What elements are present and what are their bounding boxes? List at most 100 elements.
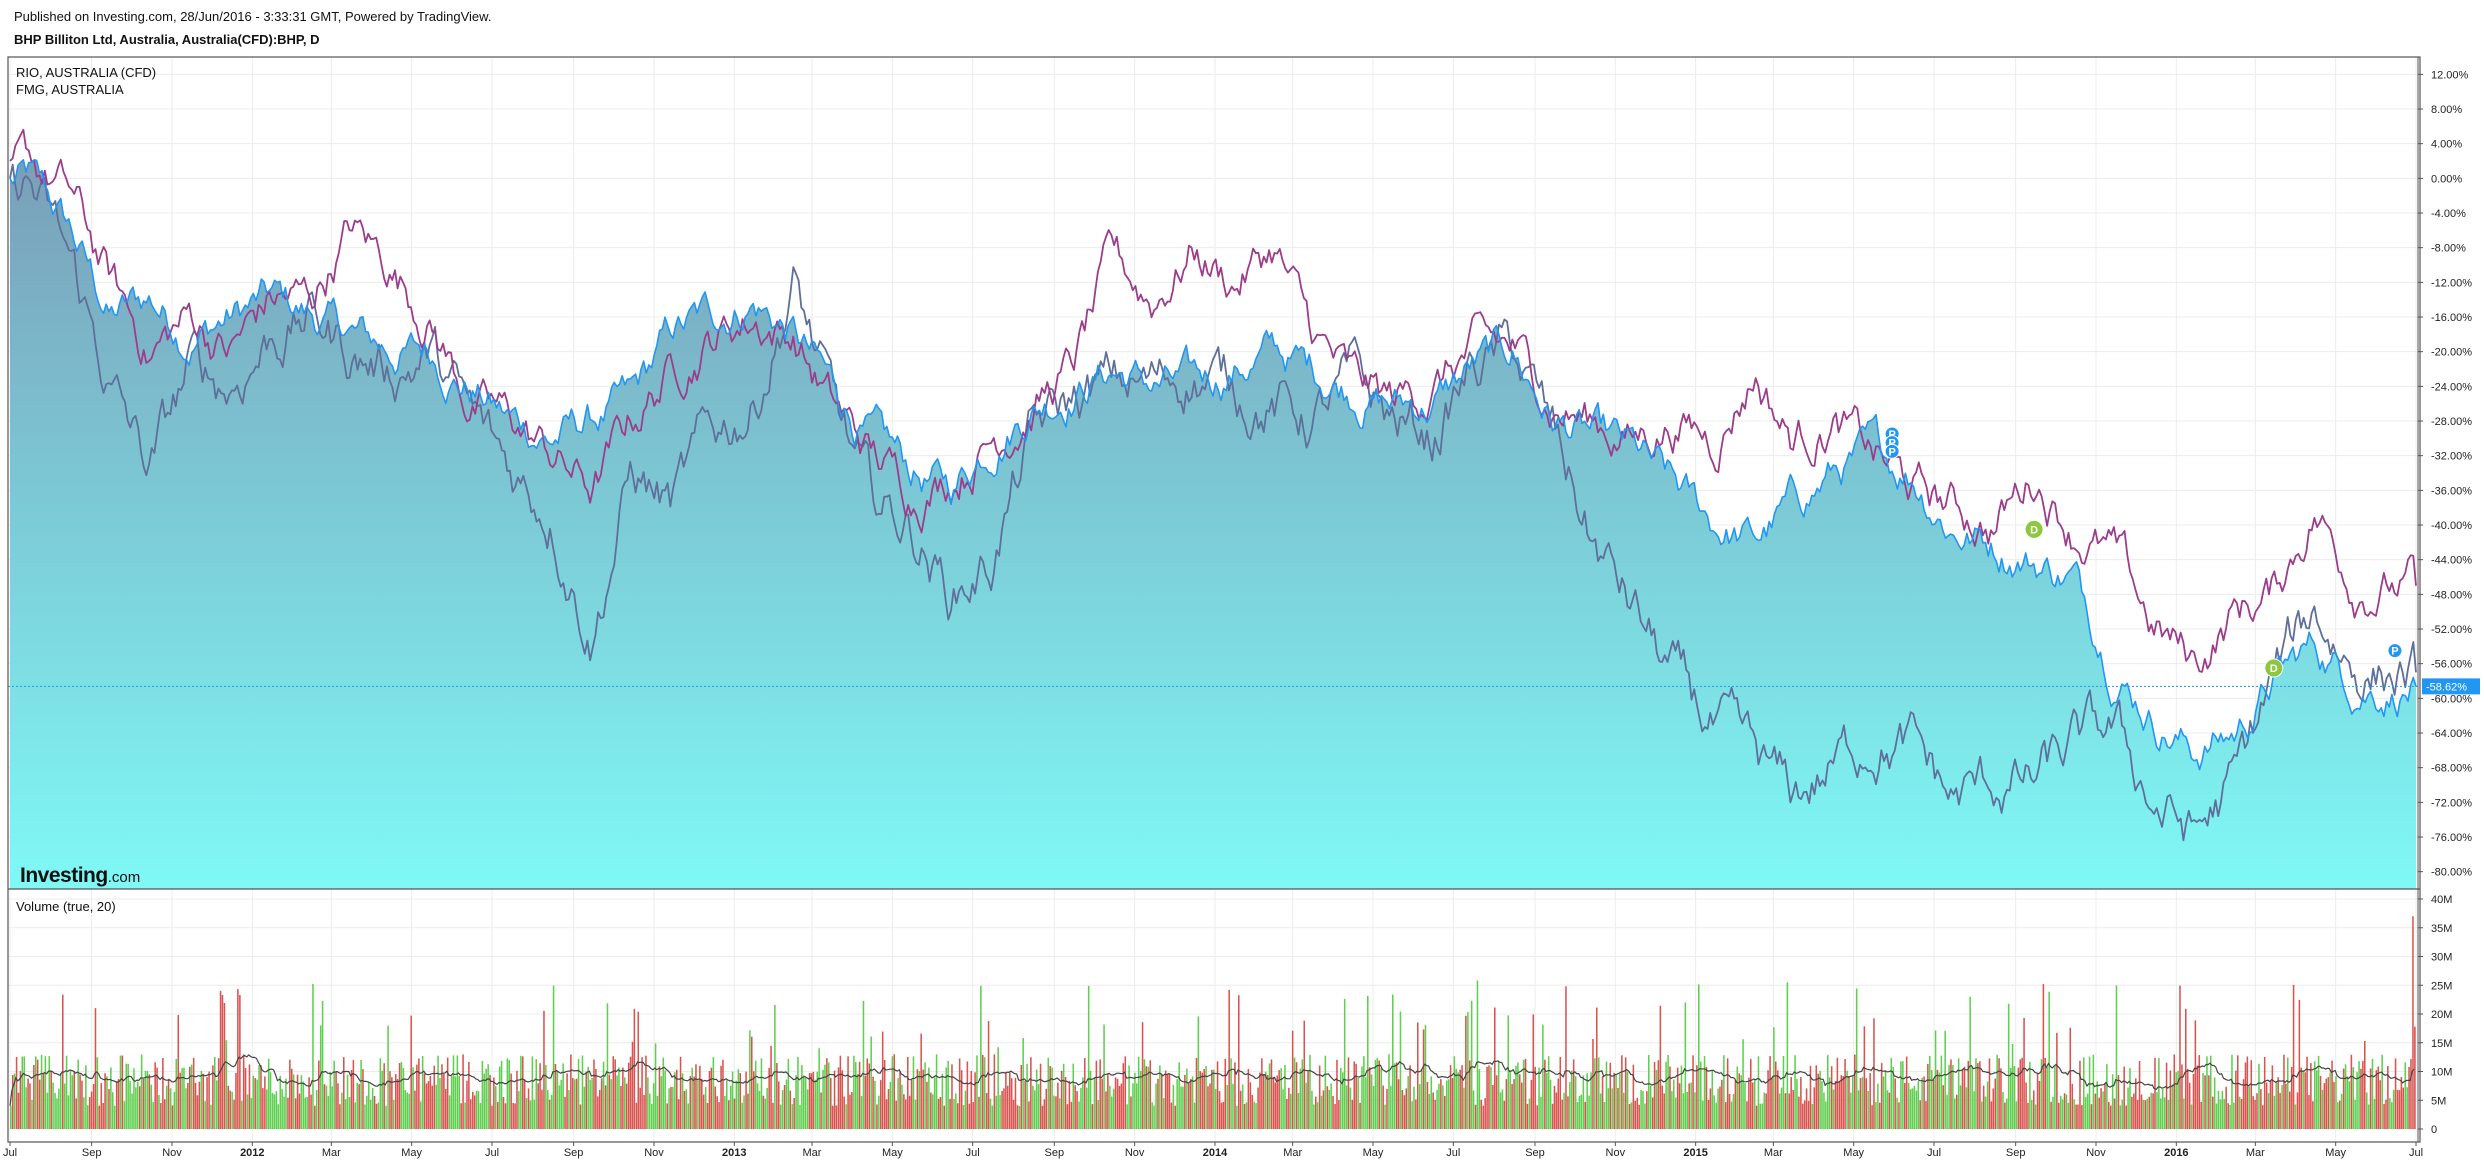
volume-bar — [958, 1058, 961, 1129]
volume-bar — [2154, 1057, 2156, 1129]
volume-bar — [10, 1105, 12, 1129]
volume-bar — [1805, 1088, 1808, 1129]
volume-bar — [1505, 1079, 1508, 1129]
volume-bar — [1064, 1077, 1067, 1129]
volume-bar — [200, 1070, 203, 1129]
volume-bar — [604, 1085, 607, 1129]
volume-bar — [616, 1075, 618, 1129]
volume-bar — [1661, 1085, 1664, 1129]
volume-bar — [1318, 1065, 1321, 1129]
volume-bar — [1788, 1093, 1791, 1129]
volume-bar — [756, 1083, 759, 1129]
volume-bar — [1751, 1082, 1754, 1129]
volume-bar — [818, 1048, 820, 1129]
volume-bar — [1784, 1093, 1787, 1129]
volume-bar — [2350, 1054, 2353, 1129]
volume-bar — [677, 1099, 680, 1129]
volume-bar — [1161, 1074, 1163, 1129]
volume-bar — [135, 1087, 137, 1129]
x-tick-label: Nov — [162, 1147, 182, 1159]
volume-bar — [1111, 1096, 1113, 1129]
volume-bar — [1451, 1078, 1454, 1129]
volume-bar — [1228, 989, 1230, 1129]
volume-bar — [770, 1045, 772, 1129]
volume-bar — [1921, 1077, 1923, 1129]
volume-bar — [1205, 1066, 1207, 1129]
volume-bar — [1655, 1069, 1658, 1129]
volume-bar — [1869, 1073, 1871, 1129]
volume-bar — [445, 1089, 447, 1129]
volume-bar — [489, 1074, 491, 1129]
volume-bar — [589, 1080, 591, 1129]
event-marker[interactable]: P — [1884, 443, 1900, 459]
volume-bar — [452, 1055, 455, 1129]
volume-bar — [1166, 1074, 1169, 1129]
volume-bar — [2163, 1097, 2166, 1129]
volume-bar — [2150, 1092, 2152, 1129]
volume-bar — [1499, 1092, 1502, 1129]
volume-bar — [2238, 1096, 2241, 1129]
volume-bar — [822, 1069, 824, 1129]
volume-bar — [635, 1102, 638, 1129]
volume-bar — [728, 1100, 730, 1129]
dividend-marker[interactable]: D — [2024, 519, 2044, 539]
volume-bar — [1363, 1056, 1365, 1129]
volume-bar — [579, 1104, 582, 1129]
volume-bar — [928, 1067, 930, 1129]
volume-bar — [1053, 1095, 1055, 1129]
volume-bar — [2406, 1087, 2408, 1129]
volume-bar — [1888, 1092, 1891, 1129]
event-marker[interactable]: P — [2387, 643, 2403, 659]
dividend-marker[interactable]: D — [2264, 658, 2284, 678]
volume-bar — [1445, 1080, 1448, 1129]
volume-bar — [870, 1036, 872, 1129]
volume-bar — [50, 1070, 52, 1129]
volume-bar — [1062, 1063, 1065, 1129]
volume-bar — [1848, 1076, 1850, 1129]
volume-bar — [189, 1066, 191, 1129]
volume-bar — [2033, 1090, 2035, 1129]
volume-bar — [1919, 1100, 1921, 1129]
volume-bar — [1882, 1076, 1885, 1129]
investing-logo: Investing.com — [20, 864, 140, 887]
volume-bar — [1711, 1070, 1714, 1129]
volume-tick-label: 30M — [2431, 952, 2452, 964]
volume-bar — [847, 1056, 849, 1129]
volume-bar — [1819, 1070, 1821, 1129]
volume-bar — [1900, 1061, 1902, 1129]
volume-bar — [2367, 1104, 2370, 1129]
volume-bar — [1226, 1085, 1229, 1129]
bhp-area-fill — [10, 159, 2416, 890]
volume-bar — [1773, 1027, 1775, 1129]
volume-bar — [112, 1092, 114, 1129]
volume-tick-label: 20M — [2431, 1009, 2452, 1021]
volume-bar — [1201, 1072, 1204, 1129]
volume-bar — [2009, 1067, 2012, 1129]
volume-bar — [1440, 1079, 1442, 1129]
volume-bar — [1632, 1064, 1635, 1129]
volume-bar — [768, 1067, 770, 1129]
x-tick-label: Jul — [1446, 1147, 1460, 1159]
volume-bar — [1005, 1072, 1007, 1129]
volume-bar — [1621, 1055, 1623, 1129]
volume-bar — [1128, 1065, 1130, 1129]
volume-bar — [1093, 1077, 1096, 1129]
marker-circle — [2387, 643, 2403, 659]
volume-bar — [398, 1063, 401, 1129]
volume-bar — [1723, 1055, 1725, 1129]
volume-bar — [1035, 1069, 1038, 1129]
volume-bar — [600, 1078, 603, 1129]
volume-bar — [1315, 1096, 1317, 1129]
volume-bar — [173, 1091, 176, 1129]
volume-bar — [2240, 1098, 2243, 1129]
volume-bar — [2381, 1054, 2383, 1129]
volume-bar — [2169, 1070, 2172, 1129]
volume-bar — [1694, 1092, 1696, 1129]
volume-bar — [968, 1103, 971, 1129]
volume-bar — [1340, 1068, 1342, 1129]
volume-bar — [797, 1056, 799, 1129]
volume-bar — [1923, 1076, 1925, 1129]
volume-bar — [2079, 1060, 2081, 1129]
